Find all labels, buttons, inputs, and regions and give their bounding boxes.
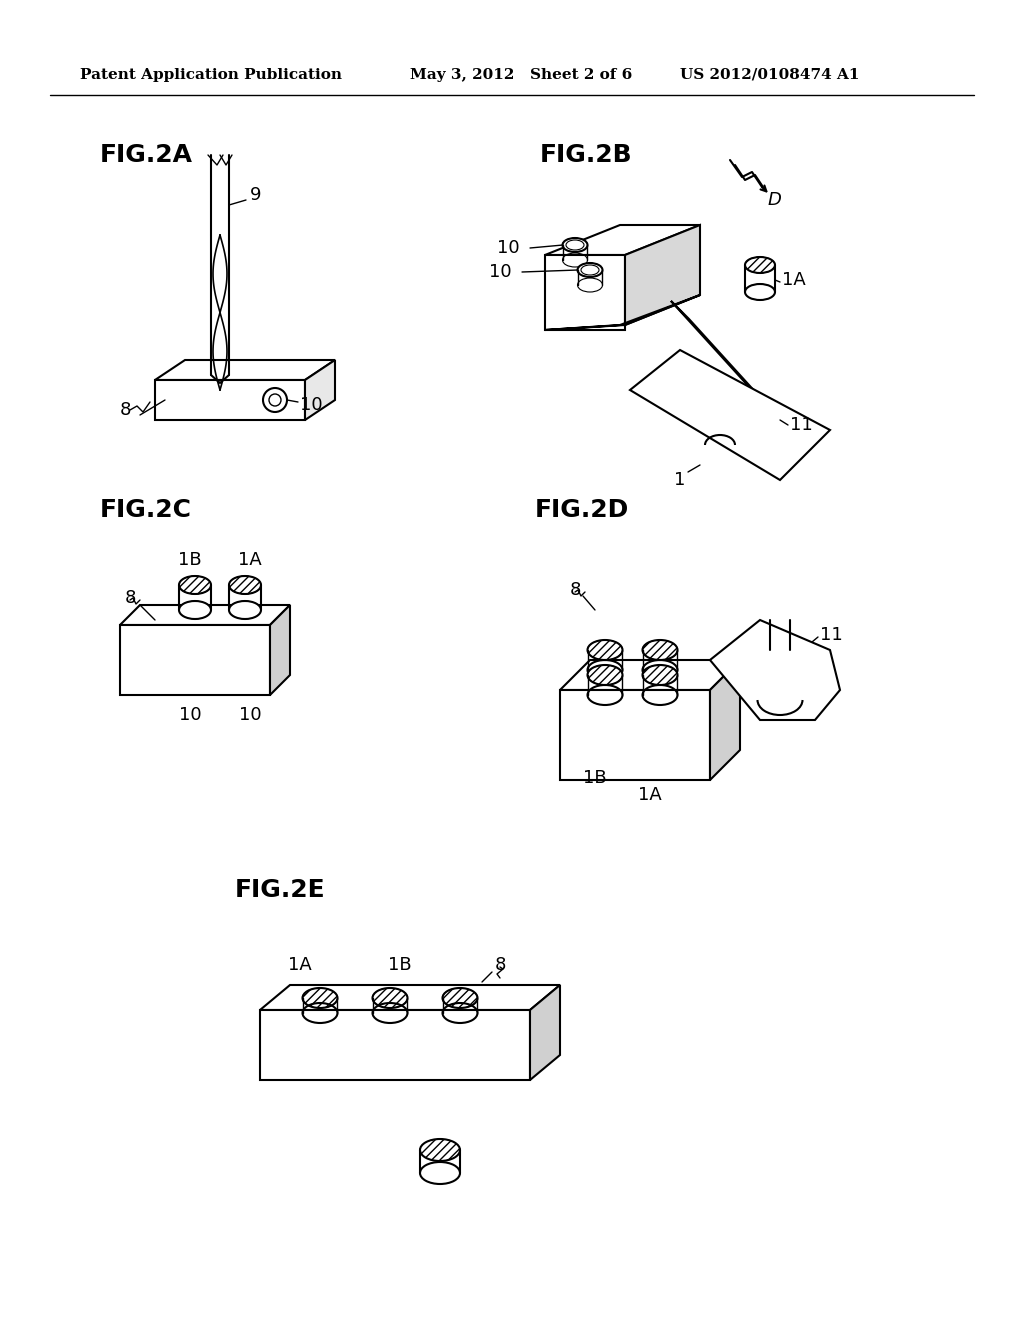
Text: FIG.2C: FIG.2C [100, 498, 193, 521]
Text: FIG.2D: FIG.2D [535, 498, 630, 521]
Text: 1B: 1B [584, 770, 607, 787]
Text: 1B: 1B [178, 550, 202, 569]
Text: 9: 9 [250, 186, 261, 205]
Polygon shape [260, 985, 560, 1010]
Text: 1A: 1A [288, 956, 312, 974]
Text: Sheet 2 of 6: Sheet 2 of 6 [530, 69, 632, 82]
Ellipse shape [562, 238, 588, 252]
Polygon shape [155, 360, 335, 380]
Polygon shape [545, 255, 625, 330]
Text: 8: 8 [569, 581, 581, 599]
Text: 1A: 1A [782, 271, 806, 289]
Polygon shape [120, 624, 270, 696]
Text: FIG.2B: FIG.2B [540, 143, 633, 168]
Text: 10: 10 [489, 263, 512, 281]
Polygon shape [630, 350, 830, 480]
Polygon shape [560, 660, 740, 690]
Text: FIG.2A: FIG.2A [100, 143, 193, 168]
Text: 10: 10 [498, 239, 520, 257]
Polygon shape [710, 660, 740, 780]
Text: 8: 8 [124, 589, 136, 607]
Circle shape [263, 388, 287, 412]
Ellipse shape [745, 257, 775, 273]
Polygon shape [545, 294, 700, 330]
Polygon shape [260, 1010, 530, 1080]
Text: 11: 11 [820, 626, 843, 644]
Text: 1B: 1B [388, 956, 412, 974]
Polygon shape [710, 620, 840, 719]
Text: 11: 11 [790, 416, 813, 434]
Text: D: D [768, 191, 782, 209]
Polygon shape [545, 224, 700, 255]
Text: May 3, 2012: May 3, 2012 [410, 69, 514, 82]
Text: Patent Application Publication: Patent Application Publication [80, 69, 342, 82]
Text: 1A: 1A [638, 785, 662, 804]
Text: FIG.2E: FIG.2E [234, 878, 326, 902]
Polygon shape [155, 380, 305, 420]
Polygon shape [625, 224, 700, 325]
Text: 10: 10 [239, 706, 261, 723]
Ellipse shape [420, 1162, 460, 1184]
Polygon shape [560, 690, 710, 780]
Ellipse shape [179, 601, 211, 619]
Text: US 2012/0108474 A1: US 2012/0108474 A1 [680, 69, 859, 82]
Ellipse shape [745, 284, 775, 300]
Ellipse shape [420, 1139, 460, 1162]
Polygon shape [270, 605, 290, 696]
Polygon shape [305, 360, 335, 420]
Text: 10: 10 [178, 706, 202, 723]
Ellipse shape [229, 601, 261, 619]
Polygon shape [530, 985, 560, 1080]
Text: 10: 10 [300, 396, 323, 414]
Ellipse shape [179, 576, 211, 594]
Ellipse shape [642, 665, 678, 685]
Circle shape [750, 649, 810, 710]
Polygon shape [671, 301, 790, 429]
Ellipse shape [229, 576, 261, 594]
Ellipse shape [442, 987, 477, 1008]
Ellipse shape [302, 987, 338, 1008]
Text: 1A: 1A [239, 550, 262, 569]
Text: 1: 1 [675, 471, 686, 488]
Ellipse shape [588, 640, 623, 660]
Ellipse shape [588, 665, 623, 685]
Polygon shape [120, 605, 290, 624]
Text: 8: 8 [120, 401, 131, 418]
Ellipse shape [578, 263, 602, 277]
Ellipse shape [642, 640, 678, 660]
Ellipse shape [373, 987, 408, 1008]
Text: 8: 8 [495, 956, 506, 974]
